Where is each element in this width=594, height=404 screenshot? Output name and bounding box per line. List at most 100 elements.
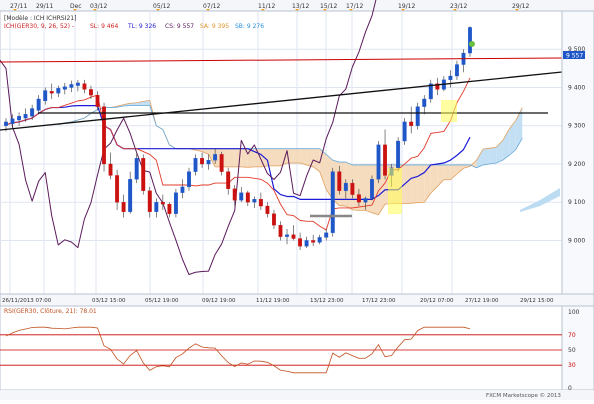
candle-body — [128, 179, 133, 212]
candle-body — [383, 144, 387, 176]
candle-body — [62, 86, 67, 90]
chart-overlays — [0, 41, 563, 218]
candle-body — [17, 116, 22, 121]
cloud-segment — [450, 164, 457, 180]
candle-body — [193, 158, 198, 172]
watermark: FXCM Marketscope © 2013 — [486, 392, 561, 399]
cloud-segment — [483, 148, 490, 165]
current-price-marker: 9 557 — [563, 51, 585, 60]
candle-body — [422, 98, 427, 107]
chikou-span-line — [0, 0, 377, 276]
cloud-segment — [345, 162, 353, 210]
candlestick-series — [4, 26, 472, 251]
top-date-label: 29/11 — [36, 3, 53, 10]
session-marker-icon — [93, 9, 97, 11]
candle-body — [160, 202, 165, 205]
candle-body — [278, 225, 283, 237]
cloud-segment — [202, 148, 209, 155]
cloud-segment — [430, 164, 438, 194]
cloud-segment — [509, 120, 516, 156]
price-grid — [0, 11, 562, 294]
time-axis-label: 27/12 19:00 — [465, 298, 499, 304]
top-date-label: Dec — [70, 3, 82, 10]
cloud-segment — [489, 147, 497, 164]
session-marker-icon — [515, 9, 519, 11]
candle-body — [30, 108, 35, 117]
rsi-line — [5, 326, 471, 374]
candle-body — [23, 114, 28, 119]
top-date-label: 17/12 — [346, 3, 363, 10]
top-date-label: 05/12 — [153, 3, 170, 10]
cloud-segment — [443, 164, 451, 180]
cloud-segment — [319, 148, 327, 190]
candle-body — [428, 83, 433, 100]
time-axis[interactable] — [0, 293, 594, 307]
candle-body — [213, 154, 218, 161]
candle-body — [409, 121, 414, 126]
top-date-label: 07/12 — [203, 3, 220, 10]
session-marker-icon — [295, 9, 299, 11]
candle-body — [200, 158, 205, 165]
candle-body — [370, 179, 374, 199]
candle-body — [154, 202, 159, 212]
candle-body — [311, 240, 316, 243]
candle-body — [448, 75, 453, 80]
cloud-segment — [143, 100, 150, 106]
rising-trendline — [0, 71, 563, 131]
candle-body — [239, 192, 244, 201]
candle-body — [180, 186, 185, 193]
top-date-label: 19/12 — [398, 3, 415, 10]
price-axis-label: 9 300 — [568, 123, 585, 130]
candle-body — [141, 158, 146, 191]
legend-sb: SB: 9 276 — [235, 23, 264, 30]
candle-body — [173, 192, 178, 214]
legend-cs: CS: 9 557 — [165, 23, 194, 30]
price-axis-label: 9 400 — [568, 84, 585, 91]
price-axis-label: 9 200 — [568, 161, 585, 168]
time-axis-label: 05/12 19:00 — [145, 298, 179, 304]
price-axis-labels: 9 500 9 400 9 300 9 200 9 100 9 000 — [568, 46, 585, 244]
legend-sa: SA: 9 395 — [200, 23, 229, 30]
cloud-segment — [411, 164, 418, 204]
legend-tl: TL: 9 326 — [127, 23, 156, 30]
candle-body — [343, 182, 348, 191]
candle-body — [89, 89, 93, 96]
model-label: [Modèle : ICH ICHRSI21] — [4, 15, 76, 22]
candle-body — [43, 90, 48, 102]
rsi-axis-label: 70 — [568, 332, 576, 339]
candle-body — [167, 203, 172, 214]
candle-body — [304, 240, 309, 247]
candle-body — [134, 158, 139, 180]
candle-body — [49, 91, 54, 94]
cloud-segment — [273, 148, 281, 166]
candle-body — [252, 199, 257, 203]
top-date-label: 11/12 — [258, 3, 275, 10]
cloud-segment — [228, 148, 235, 167]
candle-body — [206, 159, 211, 165]
top-date-strip: 27/11 Dec 03/12 05/12 07/12 11/12 13/12 15/12 17… — [0, 0, 594, 12]
candle-body — [468, 27, 472, 54]
cloud-segment — [306, 148, 314, 167]
session-marker-icon — [206, 9, 210, 11]
candle-body — [324, 232, 329, 238]
session-marker-icon — [13, 9, 17, 11]
cloud-segment — [417, 164, 425, 203]
candle-body — [271, 213, 276, 226]
signal-dot-icon — [469, 41, 475, 47]
candle-body — [4, 121, 8, 126]
price-axis-label: 9 100 — [568, 199, 585, 206]
candle-body — [245, 192, 250, 203]
rsi-axis[interactable] — [561, 305, 594, 391]
cloud-segment — [208, 148, 216, 167]
session-marker-icon — [261, 9, 265, 11]
cloud-segment — [241, 148, 248, 168]
top-date-label: 29/12 — [512, 3, 529, 10]
candle-body — [219, 154, 224, 172]
candle-body — [82, 83, 87, 90]
candle-body — [363, 198, 368, 203]
candle-body — [258, 199, 263, 207]
candle-body — [147, 190, 152, 212]
candle-body — [121, 202, 126, 212]
candle-body — [108, 163, 113, 176]
